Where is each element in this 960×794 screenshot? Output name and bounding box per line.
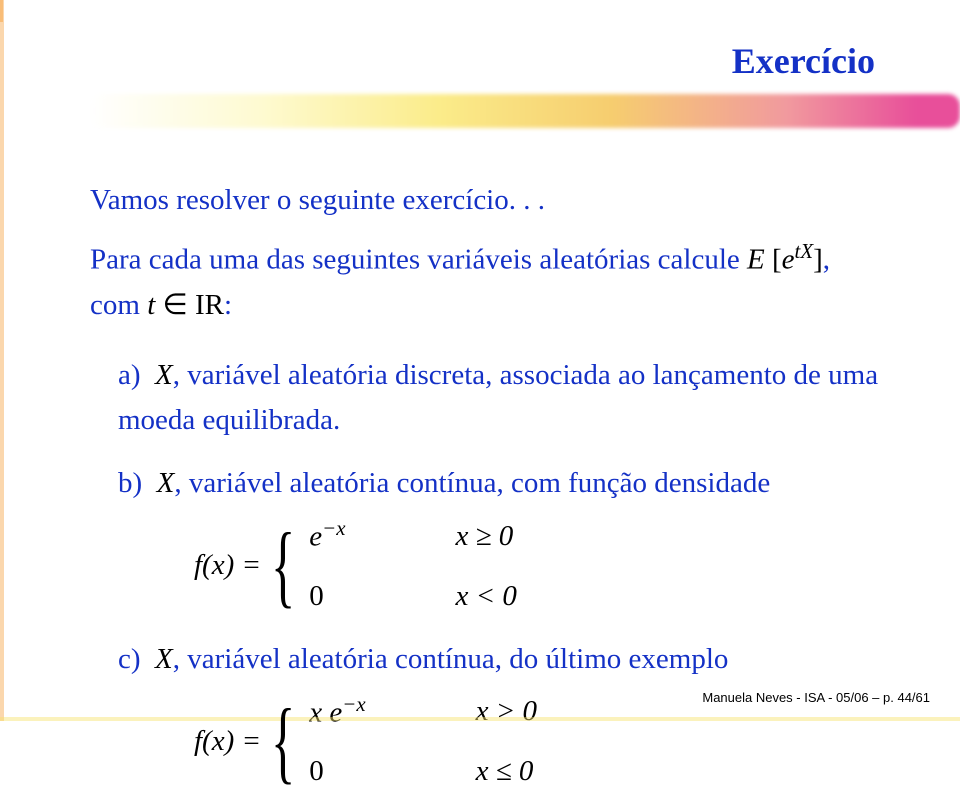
footer-text: Manuela Neves - ISA - 05/06 – p. 44/61 xyxy=(702,690,930,705)
frame-bottom xyxy=(0,713,960,721)
item-a: a) X, variável aleatória discreta, assoc… xyxy=(118,353,880,443)
brace-icon: { xyxy=(271,709,295,773)
prompt-bracket-close: ] xyxy=(813,244,823,276)
item-b-case1-exp: −x xyxy=(322,516,345,540)
item-a-X: X xyxy=(155,359,173,391)
frame-left xyxy=(0,0,8,721)
item-c-case1-val: x e−x xyxy=(309,688,365,736)
item-c-label: c) xyxy=(118,643,155,675)
item-b-lhs: f(x) = xyxy=(194,543,261,588)
prompt-e: e xyxy=(782,244,795,276)
slide-page: Exercício Vamos resolver o seguinte exer… xyxy=(0,0,960,721)
item-c-case2-val: 0 xyxy=(309,749,365,794)
prompt-colon: : xyxy=(224,289,232,321)
prompt-before: Para cada uma das seguintes variáveis al… xyxy=(90,244,747,276)
item-b: b) X, variável aleatória contínua, com f… xyxy=(118,461,880,618)
item-c-case2-cond: x ≤ 0 xyxy=(476,749,537,794)
prompt-IR: IR xyxy=(195,289,224,321)
frame-topleft xyxy=(0,0,8,22)
slide-title: Exercício xyxy=(90,40,880,82)
intro-text: Vamos resolver o seguinte exercício. . . xyxy=(90,178,880,223)
item-b-cases: e−x x ≥ 0 0 x < 0 xyxy=(309,512,517,619)
prompt-bracket-open: [ xyxy=(765,244,782,276)
prompt-E: E xyxy=(747,244,765,276)
prompt-in: ∈ xyxy=(155,289,195,321)
item-c-case1-cond: x > 0 xyxy=(476,689,537,734)
item-b-case1-e: e xyxy=(309,521,322,553)
brace-icon: { xyxy=(271,533,295,597)
item-list: a) X, variável aleatória discreta, assoc… xyxy=(90,353,880,794)
item-b-case2-val: 0 xyxy=(309,574,345,619)
item-a-body: , variável aleatória discreta, associada… xyxy=(118,359,878,436)
item-b-X: X xyxy=(157,467,175,499)
prompt-exp: tX xyxy=(795,239,814,263)
prompt-text: Para cada uma das seguintes variáveis al… xyxy=(90,235,880,328)
item-c-X: X xyxy=(155,643,173,675)
accent-bar xyxy=(90,94,960,128)
item-b-case2-cond: x < 0 xyxy=(455,574,516,619)
item-b-formula: f(x) = { e−x x ≥ 0 0 x < 0 xyxy=(118,512,880,619)
item-c-cases: x e−x x > 0 0 x ≤ 0 xyxy=(309,688,537,794)
item-b-label: b) xyxy=(118,467,157,499)
item-b-body: , variável aleatória contínua, com funçã… xyxy=(174,467,770,499)
item-b-case1-val: e−x xyxy=(309,512,345,560)
item-b-case1-cond: x ≥ 0 xyxy=(455,514,516,559)
item-a-label: a) xyxy=(118,359,155,391)
item-c-lhs: f(x) = xyxy=(194,719,261,764)
item-c-body: , variável aleatória contínua, do último… xyxy=(173,643,729,675)
